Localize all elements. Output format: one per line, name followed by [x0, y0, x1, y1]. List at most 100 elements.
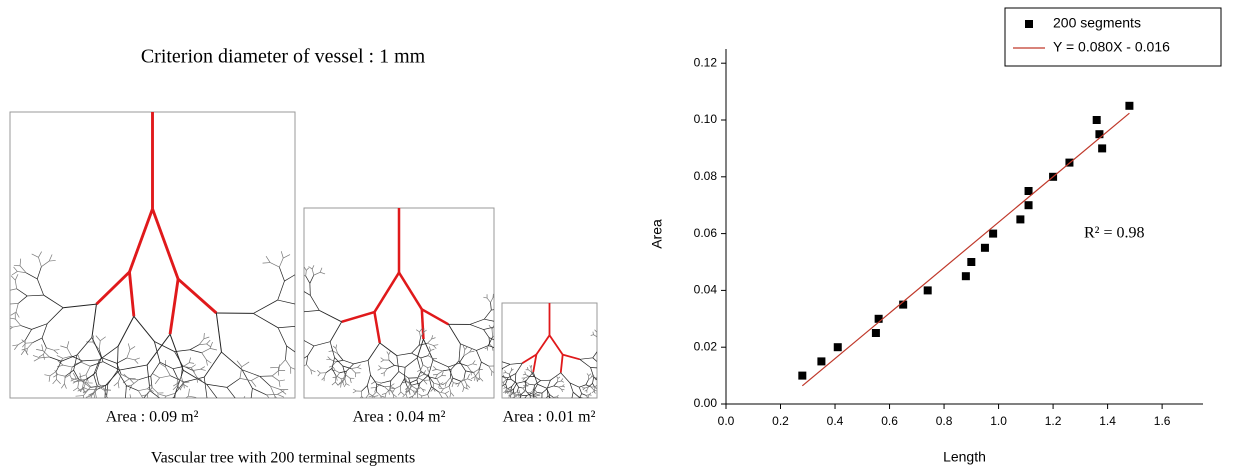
branch	[278, 364, 281, 371]
branch	[31, 253, 39, 258]
branch	[598, 387, 600, 388]
branch	[63, 303, 97, 309]
branch	[428, 376, 434, 384]
branch	[394, 385, 401, 389]
branch	[418, 337, 421, 346]
branch	[304, 274, 306, 277]
branch	[598, 389, 599, 391]
branch	[495, 321, 501, 326]
branch	[553, 403, 555, 405]
branch	[244, 403, 248, 408]
branch	[27, 342, 33, 349]
branch	[300, 368, 301, 372]
branch	[387, 365, 395, 369]
branch	[430, 348, 435, 351]
branch	[533, 384, 535, 391]
branch	[283, 254, 291, 259]
point	[899, 300, 908, 309]
branch	[608, 356, 611, 358]
branch	[604, 339, 608, 340]
branch	[492, 335, 494, 338]
branch	[366, 385, 370, 394]
branch	[304, 266, 307, 271]
panel-label: Area : 0.09 m²	[106, 409, 199, 426]
branch	[117, 370, 127, 386]
branch	[429, 400, 430, 404]
branch	[612, 360, 615, 362]
branch	[95, 335, 101, 342]
branch	[331, 381, 336, 386]
point	[961, 272, 970, 281]
branch	[416, 379, 419, 387]
branch	[419, 342, 428, 346]
branch	[535, 393, 539, 396]
branch	[421, 394, 428, 397]
branch	[463, 387, 469, 390]
branch	[400, 391, 405, 395]
branch	[600, 339, 604, 342]
branch	[420, 395, 423, 398]
branch	[116, 363, 122, 375]
branch	[555, 398, 557, 399]
branch	[76, 337, 93, 356]
branch	[42, 350, 50, 358]
branch	[242, 369, 260, 377]
branch	[428, 359, 434, 376]
branch	[147, 388, 154, 392]
branch	[516, 391, 520, 395]
branch	[534, 389, 538, 393]
branch	[298, 354, 300, 364]
branch	[476, 377, 478, 382]
branch	[207, 399, 216, 412]
branch	[304, 340, 315, 347]
branch	[432, 359, 449, 368]
branch	[53, 349, 59, 355]
branch	[541, 401, 542, 403]
branch	[502, 368, 503, 371]
point	[1095, 130, 1104, 139]
branch	[370, 381, 376, 385]
branch	[396, 352, 412, 356]
branch	[483, 309, 492, 320]
branch	[166, 392, 176, 397]
branch	[502, 361, 503, 362]
branch	[419, 374, 429, 384]
branch	[405, 393, 408, 398]
branch	[374, 387, 377, 393]
branch	[488, 337, 494, 341]
branch	[544, 401, 545, 404]
branch	[150, 361, 161, 377]
branch	[304, 340, 305, 341]
branch	[496, 341, 498, 346]
branch	[327, 356, 331, 360]
branch	[251, 380, 257, 387]
branch	[553, 401, 554, 403]
branch	[495, 366, 499, 368]
branch	[83, 387, 91, 396]
branch	[25, 272, 38, 280]
branch	[540, 406, 542, 408]
branch	[359, 396, 362, 398]
branch	[344, 378, 347, 384]
branch	[463, 349, 466, 356]
branch	[86, 372, 97, 380]
branch	[367, 342, 381, 361]
branch	[516, 387, 519, 392]
branch	[377, 367, 382, 371]
branch	[357, 364, 361, 368]
branch	[488, 365, 493, 372]
branch	[432, 388, 436, 392]
legend-label: 200 segments	[1053, 15, 1141, 31]
branch	[345, 383, 350, 386]
branch	[612, 360, 614, 363]
branch	[572, 399, 575, 404]
branch	[342, 380, 344, 386]
branch	[183, 382, 185, 389]
branch	[138, 390, 144, 398]
branch	[553, 385, 559, 388]
branch	[575, 404, 578, 405]
branch	[206, 384, 218, 398]
branch	[600, 376, 601, 380]
branch	[504, 385, 506, 388]
